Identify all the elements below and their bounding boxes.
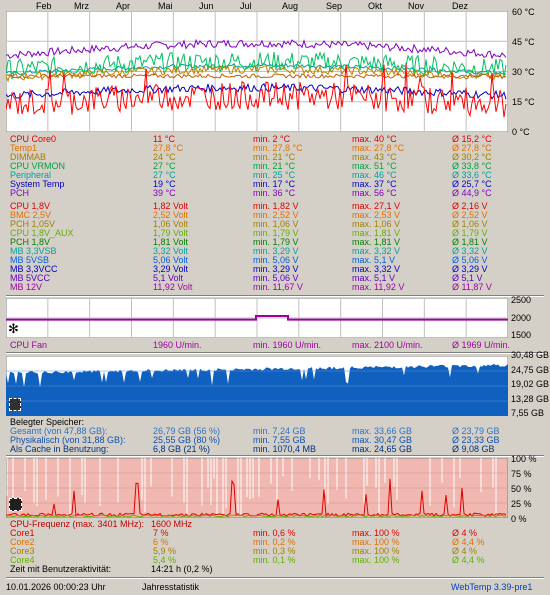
month-label: Jun (199, 1, 214, 11)
month-label: Aug (282, 1, 299, 11)
memory-header: Belegter Speicher: (10, 417, 85, 427)
temperature-series-line (6, 62, 507, 76)
temperature-series-line (6, 63, 507, 118)
month-label: Feb (36, 1, 52, 11)
footer-title: Jahresstatistik (142, 582, 200, 592)
month-label: Okt (368, 1, 383, 11)
month-label: Nov (408, 1, 425, 11)
mem-y-label: 24,75 GB (511, 365, 550, 375)
month-label: Mrz (74, 1, 89, 11)
temp-y-label: 15 °C (512, 97, 535, 107)
temperature-chart (6, 11, 508, 132)
section-divider (6, 352, 544, 354)
month-label: Sep (326, 1, 343, 11)
footer-version-link[interactable]: WebTemp 3.39-pre1 (451, 582, 533, 592)
month-label: Mai (158, 1, 173, 11)
month-label: Jul (240, 1, 252, 11)
fan-y-label: 2000 (511, 313, 532, 323)
fan-icon: ✻ (8, 321, 19, 336)
mem-y-label: 13,28 GB (511, 394, 550, 404)
fan-y-label: 2500 (511, 295, 532, 305)
temperature-series-line (6, 82, 507, 100)
temp-y-label: 60 °C (512, 7, 535, 17)
cpu-y-label: 75 % (511, 469, 532, 479)
month-axis: Feb Mrz Apr Mai Jun Jul Aug Sep Okt Nov … (6, 0, 508, 11)
mem-y-label: 7,55 GB (511, 408, 545, 418)
section-divider (6, 295, 544, 297)
cpu-chip-icon (9, 498, 22, 511)
section-divider (6, 455, 544, 457)
temperature-series-line (6, 50, 507, 80)
cpu-load-chart (6, 458, 508, 518)
cpu-y-label: 25 % (511, 499, 532, 509)
cpu-y-label: 100 % (511, 454, 537, 464)
footer-datetime: 10.01.2026 00:00:23 Uhr (6, 582, 106, 592)
temperature-series-line (6, 73, 507, 79)
cpu-y-label: 0 % (511, 514, 527, 524)
fan-chart (6, 298, 508, 338)
cpu-core-load-line (6, 514, 507, 518)
mem-y-label: 19,02 GB (511, 379, 550, 389)
temp-y-label: 0 °C (512, 127, 530, 137)
temp-y-label: 30 °C (512, 67, 535, 77)
memory-chip-icon (9, 398, 21, 411)
temperature-series-line (6, 38, 507, 60)
cpu-y-label: 50 % (511, 484, 532, 494)
memory-usage-area (6, 363, 508, 416)
temperature-series-line (6, 64, 507, 83)
fan-speed-line (6, 315, 508, 321)
month-label: Apr (116, 1, 131, 11)
temp-y-label: 45 °C (512, 37, 535, 47)
mem-y-label: 30,48 GB (511, 350, 550, 360)
month-label: Dez (452, 1, 469, 11)
section-divider (6, 577, 544, 579)
fan-y-label: 1500 (511, 330, 532, 340)
memory-chart (6, 356, 508, 416)
